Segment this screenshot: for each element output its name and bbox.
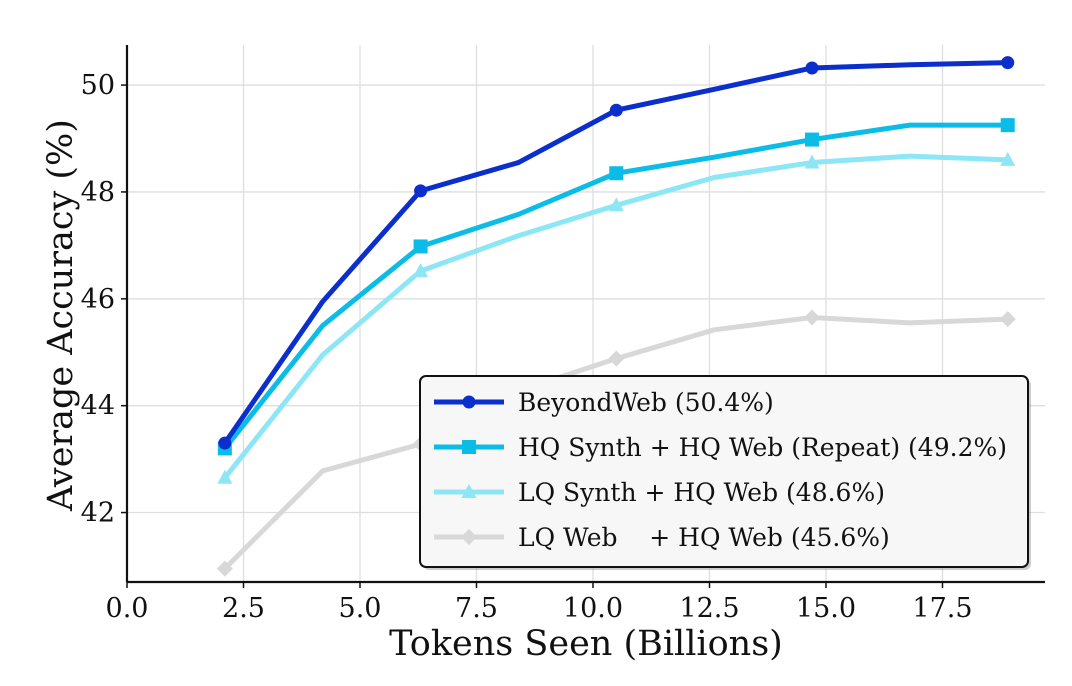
legend-item: HQ Synth + HQ Web (Repeat) (49.2%) (434, 433, 1007, 462)
data-point (608, 350, 625, 367)
legend-label: LQ Synth + HQ Web (48.6%) (518, 478, 885, 507)
legend-item: LQ Web + HQ Web (45.6%) (434, 523, 890, 552)
data-point (1000, 118, 1015, 133)
data-point (999, 311, 1016, 328)
data-point (1000, 151, 1016, 166)
x-tick-label: 12.5 (679, 593, 739, 624)
data-point (805, 61, 819, 75)
data-point (1001, 56, 1015, 70)
data-point (414, 184, 428, 198)
data-point (413, 263, 429, 278)
data-point (805, 132, 820, 147)
y-tick-label: 42 (81, 498, 115, 529)
data-point (218, 436, 232, 450)
data-point (413, 239, 428, 254)
data-point (608, 197, 624, 212)
x-tick-label: 17.5 (912, 593, 972, 624)
x-tick-label: 15.0 (796, 593, 856, 624)
data-point (216, 560, 233, 577)
series-layer (216, 56, 1016, 577)
legend-item: LQ Synth + HQ Web (48.6%) (434, 478, 885, 507)
tick-labels: 0.0 2.5 5.0 7.5 10.0 12.5 15.0 17.5 42 44 46 48 50 (81, 70, 973, 624)
y-axis-title: Average Accuracy (%) (41, 119, 81, 512)
series-4 (216, 309, 1016, 577)
x-tick-label: 2.5 (222, 593, 265, 624)
data-point (804, 309, 821, 326)
data-point (609, 166, 624, 181)
legend-marker (462, 395, 476, 409)
legend-label: HQ Synth + HQ Web (Repeat) (49.2%) (518, 433, 1007, 462)
legend-label: LQ Web + HQ Web (45.6%) (518, 523, 890, 552)
legend-label: BeyondWeb (50.4%) (518, 388, 774, 417)
y-tick-label: 44 (81, 391, 115, 422)
legend-item: BeyondWeb (50.4%) (434, 388, 774, 417)
legend: BeyondWeb (50.4%) HQ Synth + HQ Web (Repe… (419, 375, 1031, 570)
x-tick-label: 0.0 (106, 593, 149, 624)
series-3 (217, 151, 1016, 484)
x-tick-label: 10.0 (563, 593, 623, 624)
data-point (804, 154, 820, 169)
data-point (609, 103, 623, 117)
y-tick-label: 48 (81, 177, 115, 208)
axes (121, 45, 1045, 588)
x-tick-label: 5.0 (339, 593, 382, 624)
x-axis-title: Tokens Seen (Billions) (389, 624, 783, 664)
legend-marker (461, 529, 477, 545)
x-tick-label: 7.5 (455, 593, 498, 624)
y-tick-label: 46 (81, 284, 115, 315)
series-1 (218, 56, 1015, 450)
legend-marker (462, 440, 476, 454)
legend-marker (461, 484, 477, 498)
data-point (217, 469, 233, 484)
y-tick-label: 50 (81, 70, 115, 101)
legend-box (419, 375, 1029, 568)
